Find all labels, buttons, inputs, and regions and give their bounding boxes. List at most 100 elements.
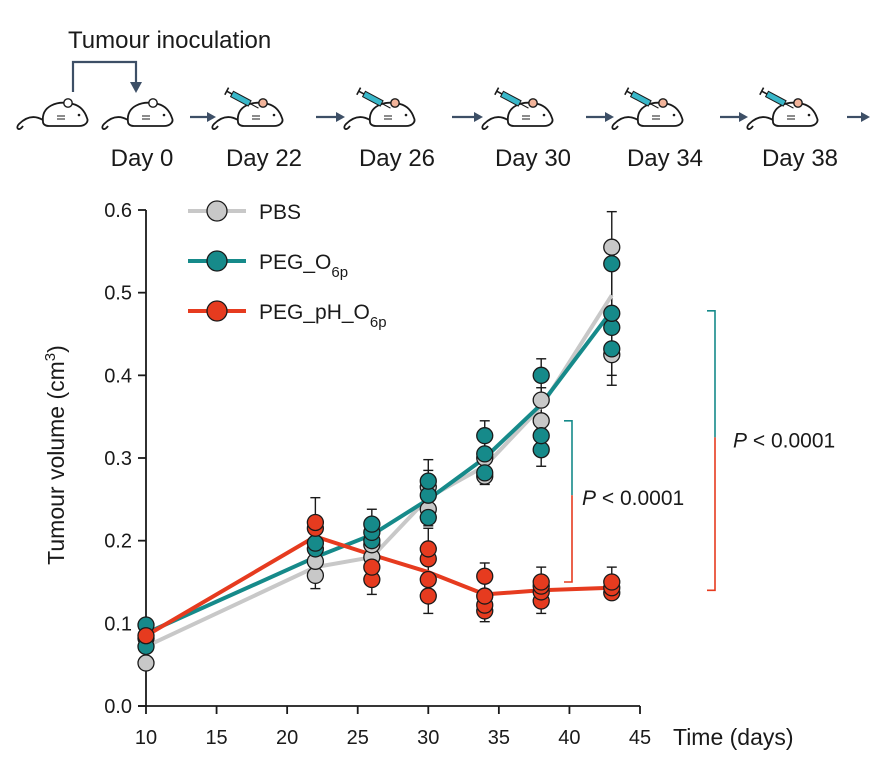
- data-point: [532, 366, 550, 384]
- syringe-icon: [224, 87, 259, 109]
- data-point: [603, 573, 621, 591]
- day-label-0: Day 0: [111, 145, 174, 172]
- mouse-ear: [390, 98, 400, 108]
- data-point: [476, 464, 494, 482]
- syringe-needle: [519, 102, 529, 109]
- mouse-eye: [404, 113, 408, 117]
- day-label-22: Day 22: [226, 145, 302, 172]
- x-tick-label: 35: [488, 727, 510, 749]
- mouse-icon: [16, 98, 89, 130]
- bracket-red: [707, 437, 716, 592]
- timeline-arrow: [847, 112, 870, 122]
- data-point: [363, 558, 381, 576]
- y-tick-label: 0.0: [104, 696, 132, 718]
- mouse-whisker: [522, 115, 530, 120]
- error-bars-PBS: [310, 210, 617, 590]
- mouse-icon: [611, 87, 684, 130]
- data-point: [363, 515, 381, 533]
- y-tick-label: 0.3: [104, 448, 132, 470]
- x-tick-label: 30: [417, 727, 439, 749]
- mouse-whisker: [384, 115, 392, 120]
- inoculation-label: Tumour inoculation: [68, 27, 271, 54]
- y-tick-label: 0.1: [104, 613, 132, 635]
- syringe-barrel: [629, 90, 652, 107]
- mouse-body: [369, 101, 416, 127]
- syringe-icon: [759, 87, 794, 109]
- legend-item-PBS: PBS: [188, 200, 301, 224]
- legend-marker: [206, 300, 228, 322]
- syringe-barrel: [229, 90, 252, 107]
- legend-marker: [206, 250, 228, 272]
- x-tick-label: 15: [205, 727, 227, 749]
- legend-item-PEG_O6p: PEG_O6p: [188, 250, 348, 281]
- data-point: [419, 587, 437, 605]
- mouse-tail: [211, 116, 239, 130]
- data-point: [419, 540, 437, 558]
- data-point: [532, 412, 550, 430]
- inoculation-arrowhead: [130, 82, 142, 93]
- mouse-whisker: [57, 115, 65, 120]
- legend-label: PEG_O6p: [259, 251, 348, 281]
- y-tick-label: 0.2: [104, 531, 132, 553]
- arrow-head: [739, 112, 748, 122]
- syringe-needle: [249, 102, 259, 109]
- data-point: [137, 654, 155, 672]
- data-point: [603, 340, 621, 358]
- syringe-needle: [784, 102, 794, 109]
- bracket-teal: [564, 420, 573, 496]
- mouse-tail: [16, 116, 44, 130]
- bracket-red: [564, 495, 573, 583]
- p-value-label: P < 0.0001: [733, 429, 835, 452]
- mouse-ear: [63, 98, 73, 108]
- x-axis-label: Time (days): [673, 724, 794, 750]
- timeline-arrow: [190, 112, 216, 122]
- mouse-eye: [672, 113, 676, 117]
- data-point: [137, 627, 155, 645]
- legend-label-base: PEG_pH_O: [259, 301, 370, 324]
- syringe-plunger: [356, 87, 365, 96]
- p-value-text: < 0.0001: [747, 429, 835, 452]
- p-italic: P: [733, 429, 747, 452]
- data-point: [419, 472, 437, 490]
- mouse-body: [772, 101, 819, 127]
- mouse-eye: [272, 113, 276, 117]
- syringe-icon: [494, 87, 529, 109]
- mouse-tail: [101, 116, 129, 130]
- legend-label-base: PEG_O: [259, 251, 331, 274]
- y-tick-label: 0.4: [104, 365, 132, 387]
- mouse-icon: [746, 87, 819, 130]
- legend-label: PBS: [259, 201, 301, 224]
- syringe-needle: [649, 102, 659, 109]
- x-tick-label: 20: [276, 727, 298, 749]
- data-point: [419, 508, 437, 527]
- chart: 0.0 0.1 0.2 0.3 0.4 0.5 0.6 10 15 20 25 30 35 40 45 P …: [42, 200, 835, 750]
- mouse-body: [637, 101, 684, 127]
- data-point: [603, 304, 621, 322]
- data-point: [476, 427, 494, 445]
- mouse-eye: [807, 113, 811, 117]
- data-point: [603, 255, 621, 273]
- arrow-head: [861, 112, 870, 122]
- mouse-body: [237, 101, 284, 127]
- arrow-head: [336, 112, 345, 122]
- syringe-plunger: [224, 87, 233, 96]
- mouse-tail: [611, 116, 639, 130]
- mouse-whisker: [252, 115, 260, 120]
- data-point: [532, 573, 550, 591]
- data-point: [476, 587, 494, 605]
- mouse-eye: [77, 113, 81, 117]
- series-points-PEG_O6p: [137, 255, 621, 656]
- day-label-26: Day 26: [359, 145, 435, 172]
- p-value-text: < 0.0001: [596, 487, 684, 510]
- legend-label-sub: 6p: [370, 314, 387, 331]
- mouse-icon: [343, 87, 416, 130]
- x-tick-label: 25: [347, 727, 369, 749]
- data-point: [419, 570, 437, 589]
- inoculation-bracket: [71, 60, 138, 92]
- legend-label: PEG_pH_O6p: [259, 301, 387, 331]
- mouse-eye: [162, 113, 166, 117]
- mouse-body: [42, 101, 89, 127]
- mouse-ear: [658, 98, 668, 108]
